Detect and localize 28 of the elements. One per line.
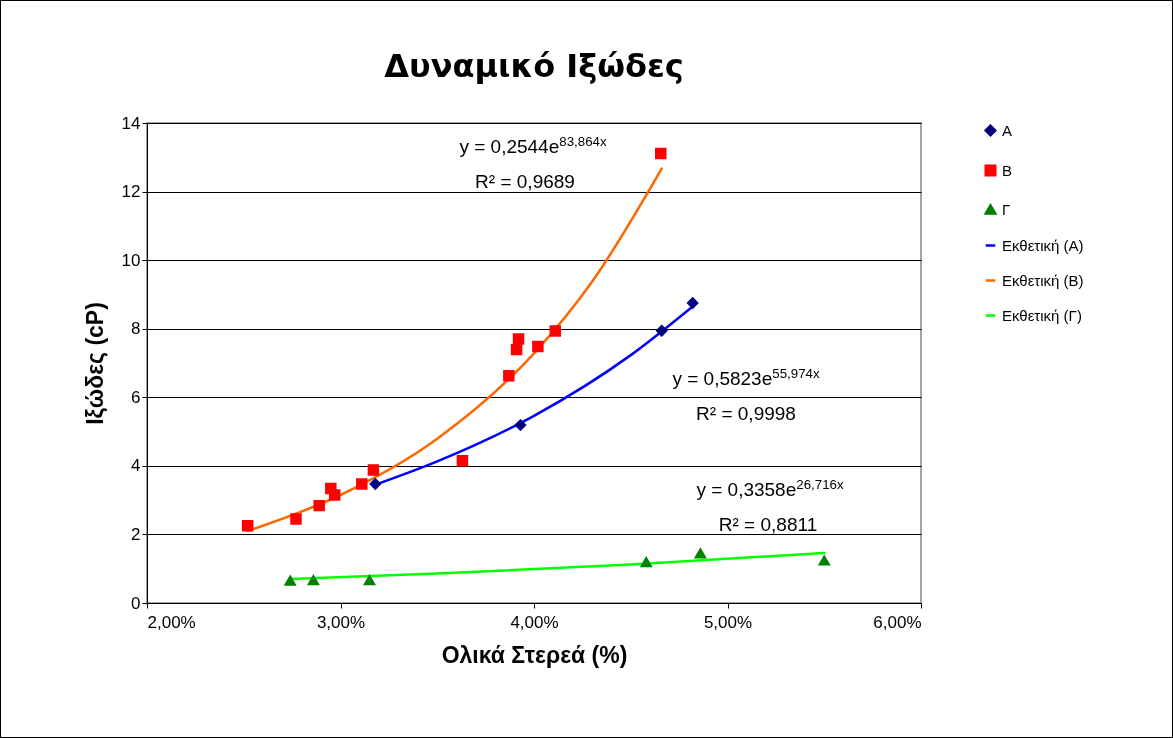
y-tick-label: 12 <box>121 182 141 202</box>
y-tick-label: 8 <box>131 319 141 339</box>
y-tick-label: 6 <box>131 387 141 407</box>
x-tick-label: 6,00% <box>873 612 922 632</box>
legend-label: Β <box>1002 161 1013 179</box>
legend-label: Εκθετική (Β) <box>1002 271 1084 289</box>
x-axis-title: Ολικά Στερεά (%) <box>441 641 628 668</box>
x-tick-label: 4,00% <box>510 612 559 632</box>
y-axis-title: Ιξώδες (cP) <box>81 302 108 425</box>
annotation: R² = 0,9689 <box>475 171 575 192</box>
chart-title: Δυναμικό Ιξώδες <box>384 47 684 85</box>
annotation: R² = 0,9998 <box>696 403 796 424</box>
annotation: y = 0,5823e$^{55,974x}$ <box>672 365 820 389</box>
y-tick-label: 10 <box>121 250 141 270</box>
x-tick-label: 2,00% <box>147 612 196 632</box>
y-tick-label: 0 <box>131 593 141 613</box>
annotation: R² = 0,8811 <box>718 514 818 535</box>
legend-label: Εκθετική (Α) <box>1002 236 1084 254</box>
x-tick-label: 3,00% <box>316 612 366 632</box>
annotation: y = 0,3358e$^{26,716x}$ <box>696 476 844 500</box>
legend-label: Εκθετική (Γ) <box>1002 306 1082 324</box>
y-tick-label: 14 <box>121 113 141 133</box>
y-tick-label: 2 <box>131 524 141 544</box>
y-tick-label: 4 <box>131 456 141 476</box>
legend-label: Γ <box>1002 200 1011 218</box>
x-tick-label: 5,00% <box>703 612 753 632</box>
annotation: y = 0,2544e$^{83,864x}$ <box>459 133 607 157</box>
legend-label: Α <box>1002 121 1013 139</box>
